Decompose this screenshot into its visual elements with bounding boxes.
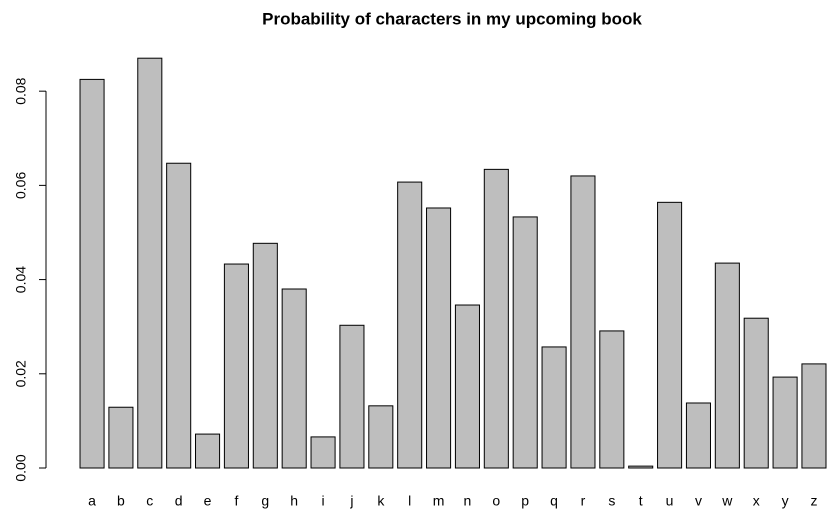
y-tick-label: 0.00 [13,454,29,481]
x-tick-label: x [753,493,760,509]
x-tick-label: h [290,493,298,509]
bar [743,317,769,469]
bar [801,363,827,469]
bar [685,402,711,469]
bar [772,376,798,469]
bar [339,324,365,469]
x-tick-label: f [234,493,238,509]
bar [512,216,538,469]
x-tick-label: v [695,493,702,509]
bar [166,162,192,469]
x-tick-label: c [146,493,153,509]
bar [657,201,683,469]
x-tick-label: q [550,493,558,509]
x-tick-label: j [349,493,353,509]
x-tick-label: i [321,493,324,509]
chart-title: Probability of characters in my upcoming… [262,9,642,28]
x-tick-label: d [175,493,183,509]
x-tick-label: u [666,493,674,509]
bar [195,433,221,469]
y-tick-label: 0.08 [13,77,29,104]
bar [397,181,423,469]
y-tick-label: 0.06 [13,172,29,199]
x-tick-label: o [492,493,500,509]
bar [137,57,163,469]
x-tick-label: p [521,493,529,509]
bar [570,175,596,469]
bar [368,405,394,469]
x-tick-label: y [782,493,789,509]
bar [714,262,740,469]
x-tick-label: g [261,493,269,509]
bar [454,304,480,469]
y-tick-label: 0.02 [13,360,29,387]
bar [599,330,625,469]
x-tick-label: w [721,493,733,509]
bar [223,263,249,469]
y-tick-label: 0.04 [13,266,29,293]
x-tick-label: m [433,493,445,509]
bar [426,207,452,469]
x-tick-label: l [408,493,411,509]
x-tick-label: r [581,493,586,509]
x-tick-label: a [88,493,96,509]
x-tick-label: n [464,493,472,509]
bar [79,78,105,469]
x-tick-label: z [810,493,817,509]
bar [281,288,307,469]
bar [108,406,134,469]
x-tick-label: e [204,493,212,509]
x-tick-label: s [608,493,615,509]
bar [310,436,336,469]
bar [483,168,509,469]
x-tick-label: b [117,493,125,509]
x-tick-label: k [377,493,385,509]
bar [628,465,654,469]
x-tick-label: t [639,493,643,509]
bar [541,346,567,469]
bar [252,242,278,469]
